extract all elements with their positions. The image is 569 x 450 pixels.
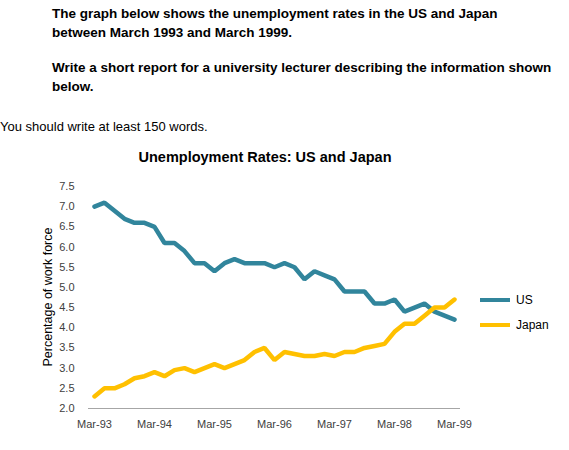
svg-text:3.0: 3.0: [59, 362, 74, 374]
svg-text:Mar-97: Mar-97: [317, 418, 352, 430]
html-text:US: US: [516, 292, 533, 307]
svg-text:7.0: 7.0: [59, 200, 74, 212]
html-text:The graph below shows the unem: The graph below shows the unemployment r…: [52, 6, 498, 40]
html-text:Japan: Japan: [516, 317, 549, 332]
svg-text:Mar-93: Mar-93: [77, 418, 112, 430]
svg-text:Mar-95: Mar-95: [197, 418, 232, 430]
svg-text:7.5: 7.5: [59, 180, 74, 192]
svg-text:Percentage of work force: Percentage of work force: [41, 227, 55, 366]
svg-text:5.5: 5.5: [59, 261, 74, 273]
svg-text:Mar-96: Mar-96: [257, 418, 292, 430]
svg-text:6.5: 6.5: [59, 220, 74, 232]
svg-text:Mar-98: Mar-98: [377, 418, 412, 430]
svg-text:2.5: 2.5: [59, 382, 74, 394]
svg-text:3.5: 3.5: [59, 341, 74, 353]
svg-text:5.0: 5.0: [59, 281, 74, 293]
svg-text:4.0: 4.0: [59, 321, 74, 333]
svg-text:2.0: 2.0: [59, 402, 74, 414]
html-text:Write a short report for a uni: Write a short report for a university le…: [52, 60, 552, 94]
svg-text:Mar-94: Mar-94: [137, 418, 172, 430]
svg-text:4.5: 4.5: [59, 301, 74, 313]
svg-text:Mar-99: Mar-99: [437, 418, 472, 430]
html-text:You should write at least 150: You should write at least 150 words.: [0, 119, 208, 134]
svg-text:6.0: 6.0: [59, 241, 74, 253]
html-text:Unemployment Rates: US and Jap: Unemployment Rates: US and Japan: [138, 149, 392, 165]
